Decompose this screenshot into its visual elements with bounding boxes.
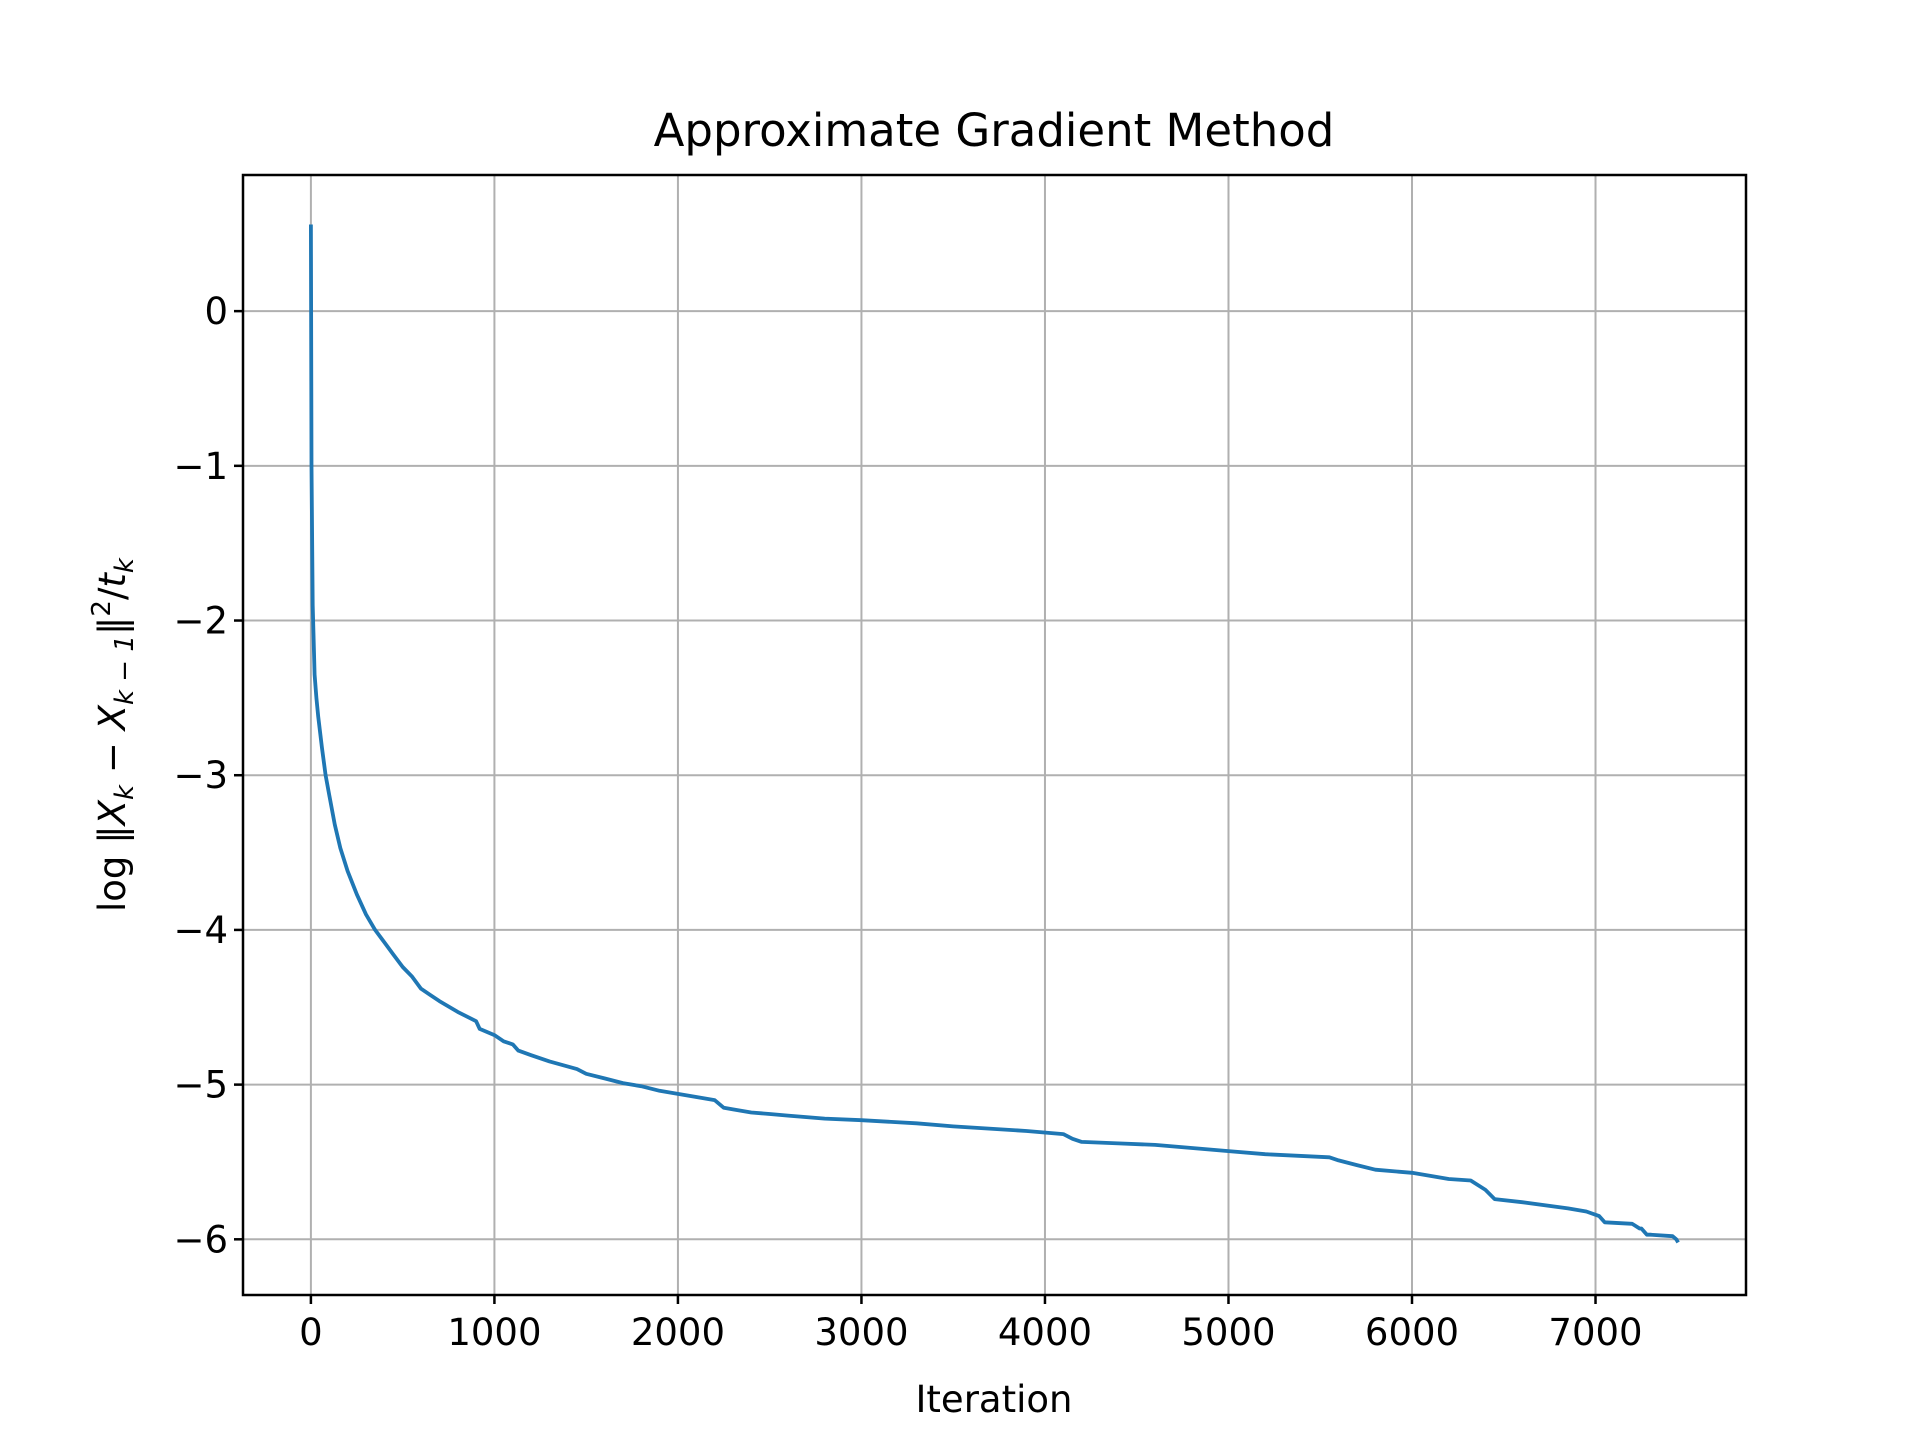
x-tick-label: 2000 [631,1311,725,1354]
y-tick-label: −6 [173,1218,228,1261]
y-tick-label: −4 [173,909,228,952]
y-tick-label: −1 [173,445,228,488]
x-tick-label: 7000 [1548,1311,1642,1354]
y-tick-label: −2 [173,600,228,643]
y-tick-label: −3 [173,754,228,797]
plot-frame [241,173,1748,1297]
y-tick-label: −5 [173,1064,228,1107]
x-tick-label: 3000 [814,1311,908,1354]
x-tick-label: 6000 [1365,1311,1459,1354]
x-tick-label: 4000 [998,1311,1092,1354]
x-axis-label: Iteration [916,1378,1073,1421]
ticks: 0 1000 2000 3000 4000 5000 6000 7000 0 −1 −2 −3 −4 −5… [173,290,1642,1354]
chart-title: Approximate Gradient Method [654,104,1335,157]
grid-lines [243,175,1746,1295]
x-tick-label: 1000 [447,1311,541,1354]
y-axis-label: log ‖Xk − Xk − 1‖2/tk [87,557,140,912]
x-tick-label: 5000 [1181,1311,1275,1354]
y-tick-label: 0 [204,290,228,333]
x-tick-label: 0 [299,1311,323,1354]
series-line [309,224,1680,1244]
